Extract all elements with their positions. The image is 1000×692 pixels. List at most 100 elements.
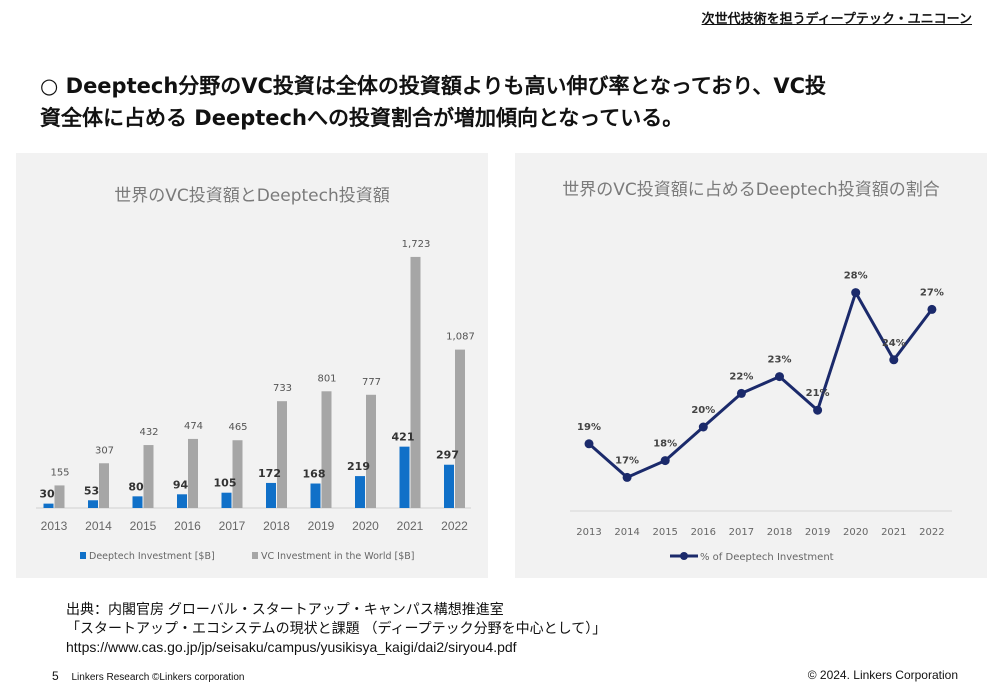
headline: ○ Deeptech分野のVC投資は全体の投資額よりも高い伸び率となっており、V… [40, 70, 970, 134]
x-tick-label: 2013 [576, 527, 601, 538]
bar-deeptech [266, 482, 276, 508]
data-point [813, 405, 823, 415]
bar-deeptech [355, 476, 365, 508]
headline-line-1: ○ Deeptech分野のVC投資は全体の投資額よりも高い伸び率となっており、V… [40, 74, 827, 98]
data-label-deeptech: 421 [392, 431, 415, 444]
data-label-deeptech: 53 [84, 484, 99, 497]
x-tick-label: 2014 [85, 519, 112, 533]
data-label: 21% [806, 388, 830, 399]
bar-vc [366, 394, 376, 508]
data-label-vc: 801 [317, 373, 336, 384]
data-label: 19% [577, 422, 601, 433]
bar-vc [455, 349, 465, 508]
bar-deeptech [221, 492, 232, 508]
data-label-vc: 307 [95, 445, 114, 456]
line-chart: 2013 19% 2014 17% 2015 18% 2016 20% 2017 22% 2018 2… [570, 271, 952, 563]
legend-swatch-vc [252, 552, 258, 559]
legend-label-deeptech: Deeptech Investment [$B] [89, 551, 215, 562]
data-label: 18% [653, 439, 677, 450]
data-label-deeptech: 94 [173, 478, 189, 491]
data-point [622, 472, 632, 482]
page-number: 5 [52, 669, 59, 683]
x-tick-label: 2015 [652, 527, 677, 538]
data-point [736, 388, 746, 398]
bar-vc [410, 256, 421, 508]
data-label-vc: 155 [50, 467, 69, 478]
data-label-deeptech: 172 [258, 467, 281, 480]
data-label-vc: 474 [184, 421, 203, 432]
x-tick-label: 2013 [41, 519, 68, 533]
x-tick-label: 2022 [919, 527, 944, 538]
data-label: 23% [768, 355, 792, 366]
data-label-vc: 777 [362, 377, 381, 388]
data-label-vc: 465 [228, 422, 247, 433]
data-label: 28% [844, 271, 868, 282]
data-point [927, 304, 937, 314]
source-line-1: 出典：内閣官房 グローバル・スタートアップ・キャンパス構想推進室 [66, 601, 504, 617]
series-line [588, 291, 934, 479]
x-tick-label: 2021 [397, 519, 424, 533]
bar-vc [99, 463, 109, 508]
bar-deeptech [177, 494, 187, 508]
x-tick-label: 2018 [767, 527, 792, 538]
x-tick-label: 2019 [805, 527, 830, 538]
section-tag: 次世代技術を担うディープテック・ユニコーン [701, 12, 972, 27]
data-point [775, 372, 784, 382]
data-label: 24% [882, 338, 906, 349]
data-label-deeptech: 80 [128, 480, 144, 493]
data-label-deeptech: 168 [303, 468, 326, 481]
footer-copyright: © 2024. Linkers Corporation [807, 668, 958, 682]
data-label: 22% [729, 371, 753, 382]
bar-deeptech [399, 446, 410, 508]
x-tick-label: 2022 [441, 519, 468, 533]
bar-chart-title: 世界のVC投資額とDeeptech投資額 [114, 186, 390, 206]
x-tick-label: 2017 [729, 527, 754, 538]
bar-vc [321, 391, 332, 508]
x-tick-label: 2019 [308, 519, 335, 533]
bar-deeptech [43, 503, 54, 508]
x-tick-label: 2018 [263, 519, 290, 533]
data-label-vc: 1,723 [402, 239, 431, 250]
x-tick-label: 2016 [174, 519, 201, 533]
x-tick-label: 2016 [691, 527, 716, 538]
legend-label-vc: VC Investment in the World [$B] [261, 551, 415, 562]
bar-deeptech [310, 483, 321, 508]
data-point [660, 456, 670, 466]
source-citation: 出典：内閣官房 グローバル・スタートアップ・キャンパス構想推進室 「スタートアッ… [66, 600, 606, 657]
bar-deeptech [88, 500, 98, 508]
x-tick-label: 2014 [614, 527, 639, 538]
legend-marker [680, 552, 688, 560]
data-label-vc: 432 [139, 427, 158, 438]
data-label: 27% [920, 287, 944, 298]
data-label-deeptech: 297 [436, 449, 459, 462]
data-label-vc: 1,087 [446, 332, 475, 343]
bar-vc [54, 485, 65, 508]
x-tick-label: 2015 [130, 519, 157, 533]
x-tick-label: 2021 [881, 527, 906, 538]
bar-vc [188, 438, 198, 508]
x-tick-label: 2017 [219, 519, 246, 533]
data-label-deeptech: 30 [39, 488, 55, 501]
bar-vc [232, 440, 243, 508]
line-chart-panel: 世界のVC投資額に占めるDeeptech投資額の割合 2013 19% 2014 17… [515, 153, 987, 578]
data-label-deeptech: 219 [347, 460, 370, 473]
bar-chart: 2013 155 30 2014 307 53 2015 432 80 2016 474 94 2017… [36, 239, 475, 562]
bar-deeptech [132, 496, 143, 508]
legend-swatch-deeptech [80, 552, 86, 559]
data-point [698, 422, 708, 432]
x-tick-label: 2020 [352, 519, 379, 533]
headline-line-2: 資全体に占める Deeptechへの投資割合が増加傾向となっている。 [40, 106, 684, 130]
data-point [584, 439, 594, 449]
data-label: 20% [691, 405, 715, 416]
data-label-vc: 733 [273, 383, 292, 394]
source-url[interactable]: https://www.cas.go.jp/jp/seisaku/campus/… [66, 639, 517, 655]
bar-deeptech [444, 464, 454, 508]
legend-label: % of Deeptech Investment [700, 552, 834, 563]
line-chart-title: 世界のVC投資額に占めるDeeptech投資額の割合 [562, 180, 940, 200]
data-point [851, 288, 861, 298]
bar-vc [277, 401, 287, 508]
footer-credit: Linkers Research ©Linkers corporation [71, 672, 245, 683]
footer-left: 5 Linkers Research ©Linkers corporation [52, 669, 244, 683]
data-label: 17% [615, 455, 639, 466]
source-line-2: 「スタートアップ・エコシステムの現状と課題 （ディープテック分野を中心として）」 [66, 620, 607, 636]
